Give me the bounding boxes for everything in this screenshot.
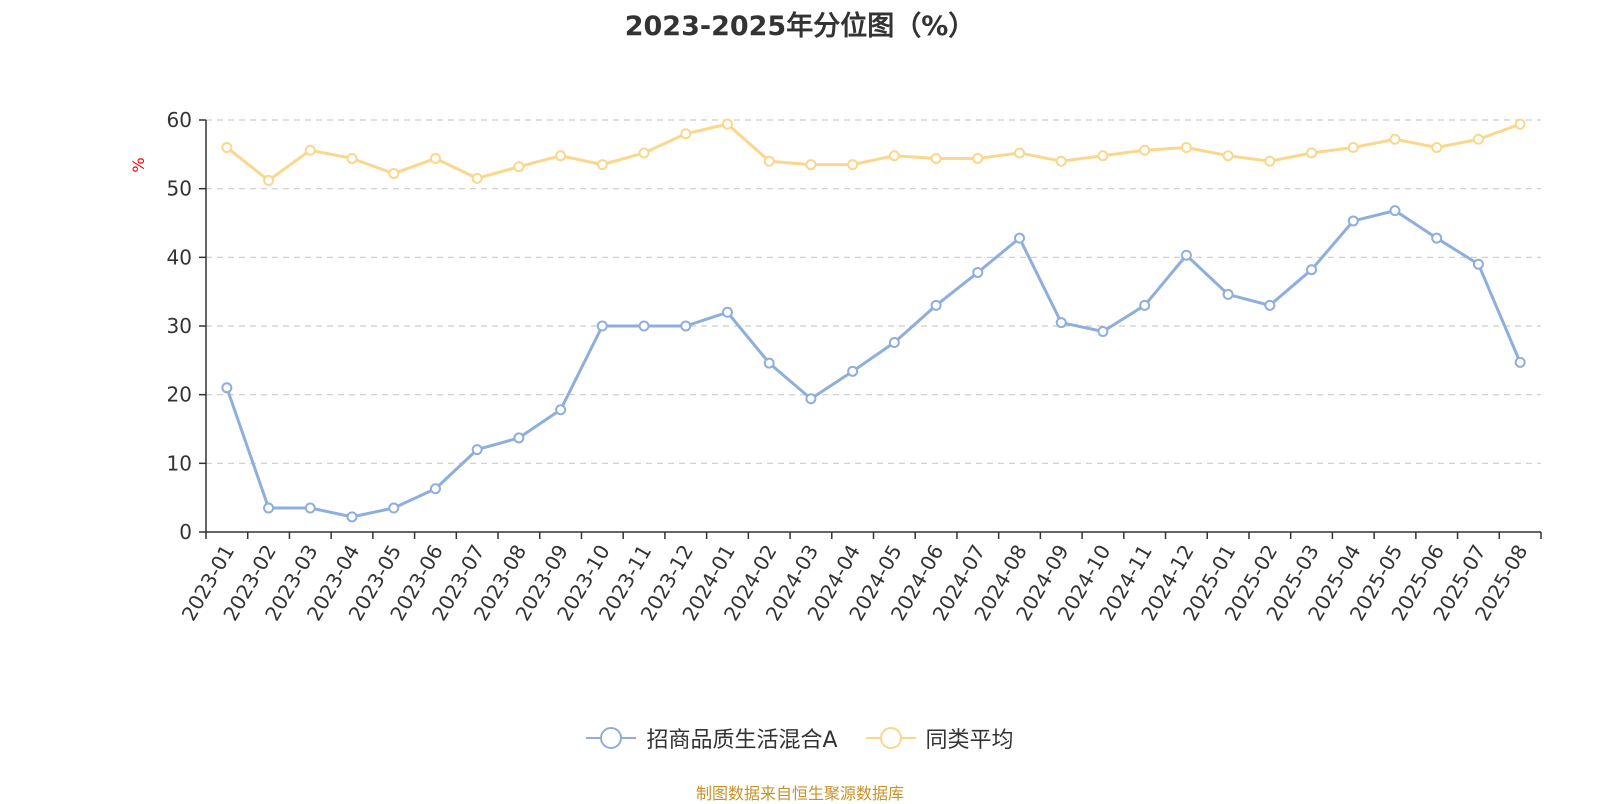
y-tick-label: 60 bbox=[167, 108, 192, 132]
data-point bbox=[888, 150, 900, 162]
y-tick-label: 0 bbox=[179, 520, 192, 544]
data-point bbox=[221, 141, 233, 153]
data-point bbox=[1222, 150, 1234, 162]
data-point bbox=[596, 320, 608, 332]
data-point bbox=[1264, 155, 1276, 167]
data-point bbox=[555, 150, 567, 162]
data-point bbox=[930, 152, 942, 164]
data-point bbox=[1014, 147, 1026, 159]
data-point bbox=[638, 147, 650, 159]
y-axis-unit-label: % bbox=[129, 157, 148, 172]
y-tick-label: 40 bbox=[167, 245, 192, 269]
data-point bbox=[721, 118, 733, 130]
data-point bbox=[1472, 258, 1484, 270]
legend-item-avg[interactable]: 同类平均 bbox=[865, 722, 1014, 754]
legend-label-avg: 同类平均 bbox=[925, 728, 1014, 753]
axes bbox=[199, 119, 1542, 539]
data-point bbox=[429, 483, 441, 495]
data-point bbox=[805, 159, 817, 171]
chart-title: 2023-2025年分位图（%） bbox=[624, 11, 976, 42]
data-point bbox=[888, 336, 900, 348]
series-fund bbox=[221, 205, 1526, 523]
legend-item-fund[interactable]: 招商品质生活混合A bbox=[586, 722, 838, 754]
data-point bbox=[763, 357, 775, 369]
data-point bbox=[388, 168, 400, 180]
data-point bbox=[680, 128, 692, 140]
data-point bbox=[513, 432, 525, 444]
data-point bbox=[1514, 118, 1526, 130]
data-point bbox=[1389, 205, 1401, 217]
data-point bbox=[1139, 144, 1151, 156]
data-point bbox=[304, 144, 316, 156]
data-point bbox=[1389, 133, 1401, 145]
data-point bbox=[471, 172, 483, 184]
data-point bbox=[972, 152, 984, 164]
y-tick-label: 30 bbox=[167, 314, 192, 338]
data-point bbox=[596, 159, 608, 171]
data-point bbox=[1014, 232, 1026, 244]
data-point bbox=[930, 299, 942, 311]
data-point bbox=[638, 320, 650, 332]
data-point bbox=[1514, 356, 1526, 368]
data-point bbox=[1180, 249, 1192, 261]
data-point bbox=[304, 502, 316, 514]
data-point bbox=[221, 382, 233, 394]
data-point bbox=[1055, 155, 1067, 167]
data-point bbox=[1347, 215, 1359, 227]
data-point bbox=[680, 320, 692, 332]
data-point bbox=[1097, 325, 1109, 337]
data-point bbox=[429, 152, 441, 164]
series-avg bbox=[221, 118, 1526, 186]
tick-labels: 0102030405060%2023-012023-022023-032023-… bbox=[129, 108, 1532, 625]
legend-swatch-avg-icon bbox=[865, 727, 916, 749]
y-tick-label: 20 bbox=[167, 383, 192, 407]
data-point bbox=[847, 365, 859, 377]
data-point bbox=[847, 159, 859, 171]
data-point bbox=[263, 502, 275, 514]
data-point bbox=[763, 155, 775, 167]
data-point bbox=[388, 502, 400, 514]
data-point bbox=[1180, 141, 1192, 153]
series-line bbox=[225, 209, 1522, 519]
data-point bbox=[1097, 150, 1109, 162]
data-point bbox=[1055, 317, 1067, 329]
data-point bbox=[721, 306, 733, 318]
data-point bbox=[346, 152, 358, 164]
data-point bbox=[1264, 299, 1276, 311]
data-point bbox=[1472, 133, 1484, 145]
data-point bbox=[263, 174, 275, 186]
grid-lines bbox=[206, 119, 1541, 464]
legend-label-fund: 招商品质生活混合A bbox=[646, 728, 838, 753]
data-point bbox=[1431, 141, 1443, 153]
data-point bbox=[555, 404, 567, 416]
data-point bbox=[1431, 232, 1443, 244]
y-tick-label: 50 bbox=[167, 177, 192, 201]
series bbox=[221, 118, 1526, 523]
data-point bbox=[805, 393, 817, 405]
data-point bbox=[471, 444, 483, 456]
data-point bbox=[1222, 288, 1234, 300]
data-point bbox=[1139, 299, 1151, 311]
data-source-note: 制图数据来自恒生聚源数据库 bbox=[695, 784, 904, 803]
series-line bbox=[225, 122, 1522, 182]
data-point bbox=[1306, 264, 1318, 276]
data-point bbox=[1306, 147, 1318, 159]
y-tick-label: 10 bbox=[167, 451, 192, 475]
legend-swatch-fund-icon bbox=[586, 727, 637, 749]
legend: 招商品质生活混合A 同类平均 bbox=[0, 722, 1600, 754]
data-point bbox=[346, 511, 358, 523]
data-point bbox=[513, 161, 525, 173]
data-point bbox=[972, 266, 984, 278]
data-point bbox=[1347, 141, 1359, 153]
line-chart: 0102030405060%2023-012023-022023-032023-… bbox=[129, 108, 1542, 625]
